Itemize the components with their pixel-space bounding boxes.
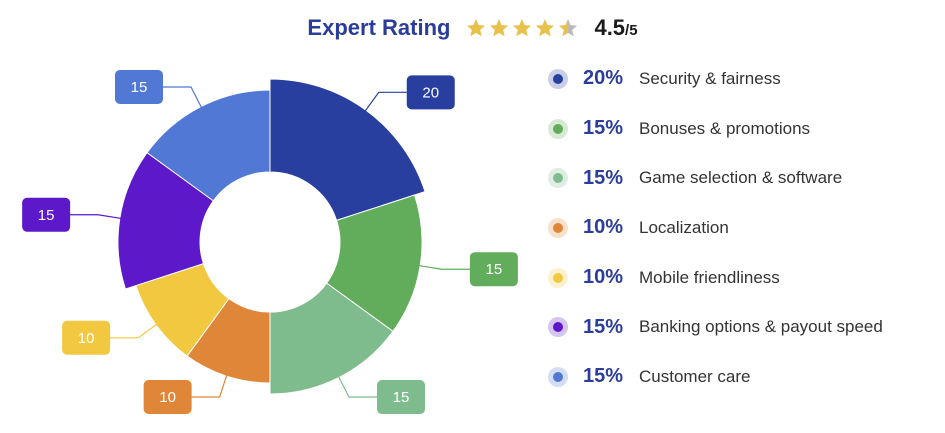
- star-icon: [559, 19, 578, 37]
- star-icon: [490, 19, 509, 37]
- chart-legend: 20% Security & fairness 15% Bonuses & promo…: [548, 54, 938, 402]
- value-label-box-1: [406, 75, 455, 110]
- legend-dot: [548, 118, 568, 139]
- slice-1: [269, 78, 426, 221]
- legend-item: 15% Game selection & software: [548, 153, 938, 203]
- legend-item: 10% Localization: [548, 203, 938, 253]
- legend-dot: [548, 267, 568, 288]
- value-label-box-5: [62, 320, 111, 355]
- legend-label: Security & fairness: [639, 68, 781, 88]
- legend-label: Bonuses & promotions: [639, 118, 811, 138]
- legend-percent: 15%: [583, 315, 624, 338]
- legend-label: Mobile friendliness: [639, 267, 780, 287]
- callout-line-4: [191, 374, 228, 398]
- legend-label: Localization: [639, 217, 729, 237]
- value-label-box-3: [376, 380, 425, 415]
- rating-header: Expert Rating 4.5/5: [0, 10, 945, 46]
- star-icon: [467, 19, 486, 37]
- legend-label: Customer care: [639, 366, 751, 386]
- value-label-4: 10: [159, 389, 176, 406]
- legend-percent: 15%: [583, 365, 624, 388]
- rating-donut-chart: 20 15 15 10 10 15 15: [22, 69, 518, 415]
- value-label-box-7: [115, 69, 164, 104]
- value-label-7: 15: [131, 79, 148, 96]
- legend-item: 10% Mobile friendliness: [548, 253, 938, 303]
- star-rating: [466, 18, 578, 38]
- score-max: /5: [625, 22, 638, 39]
- value-label-2: 15: [486, 261, 503, 278]
- legend-item: 15% Bonuses & promotions: [548, 104, 938, 154]
- slice-7: [146, 89, 271, 202]
- legend-percent: 10%: [583, 266, 624, 289]
- value-label-5: 10: [78, 330, 95, 347]
- legend-dot: [548, 317, 568, 338]
- legend-dot: [548, 168, 568, 189]
- callout-line-3: [337, 375, 377, 398]
- value-label-3: 15: [393, 389, 410, 406]
- legend-dot: [548, 366, 568, 387]
- star-icon: [536, 19, 555, 37]
- legend-item: 20% Security & fairness: [548, 54, 938, 104]
- value-label-box-4: [143, 380, 192, 415]
- legend-label: Game selection & software: [639, 168, 843, 188]
- value-label-box-6: [22, 197, 71, 232]
- value-label-box-2: [469, 252, 518, 287]
- legend-percent: 20%: [583, 67, 624, 90]
- rating-title: Expert Rating: [307, 15, 451, 40]
- star-icon: [513, 19, 532, 37]
- slice-3: [269, 282, 394, 395]
- rating-score: 4.5/5: [594, 15, 637, 41]
- callout-line-1: [364, 91, 407, 113]
- callout-line-7: [163, 86, 203, 109]
- legend-percent: 10%: [583, 216, 624, 239]
- callout-line-2: [418, 264, 470, 270]
- legend-item: 15% Customer care: [548, 352, 938, 402]
- legend-percent: 15%: [583, 166, 624, 189]
- value-label-6: 15: [38, 207, 55, 224]
- legend-dot: [548, 68, 568, 89]
- legend-label: Banking options & payout speed: [639, 317, 883, 337]
- legend-dot: [548, 217, 568, 238]
- legend-percent: 15%: [583, 117, 624, 140]
- legend-item: 15% Banking options & payout speed: [548, 302, 938, 352]
- callout-line-5: [110, 323, 158, 339]
- score-value: 4.5: [594, 15, 626, 40]
- value-label-1: 20: [422, 84, 439, 101]
- callout-line-6: [70, 214, 122, 220]
